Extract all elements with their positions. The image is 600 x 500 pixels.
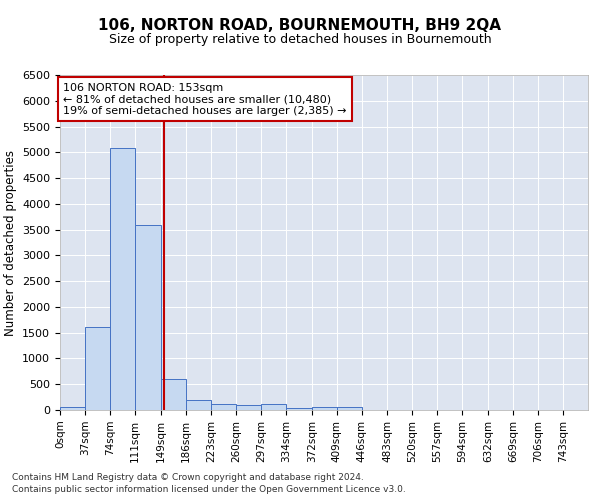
- Text: Contains public sector information licensed under the Open Government Licence v3: Contains public sector information licen…: [12, 485, 406, 494]
- Bar: [161, 379, 186, 410]
- Bar: [110, 148, 135, 410]
- Text: 106, NORTON ROAD, BOURNEMOUTH, BH9 2QA: 106, NORTON ROAD, BOURNEMOUTH, BH9 2QA: [98, 18, 502, 32]
- Bar: [236, 405, 261, 410]
- Y-axis label: Number of detached properties: Number of detached properties: [4, 150, 17, 336]
- Text: Contains HM Land Registry data © Crown copyright and database right 2024.: Contains HM Land Registry data © Crown c…: [12, 472, 364, 482]
- Text: 106 NORTON ROAD: 153sqm
← 81% of detached houses are smaller (10,480)
19% of sem: 106 NORTON ROAD: 153sqm ← 81% of detache…: [64, 82, 347, 116]
- Bar: [261, 404, 286, 410]
- Bar: [337, 407, 362, 410]
- Bar: [85, 326, 110, 410]
- Bar: [60, 407, 85, 410]
- Bar: [135, 226, 161, 410]
- Text: Size of property relative to detached houses in Bournemouth: Size of property relative to detached ho…: [109, 32, 491, 46]
- Bar: [286, 408, 312, 410]
- Bar: [211, 404, 236, 410]
- Bar: [186, 400, 211, 410]
- Bar: [312, 408, 337, 410]
